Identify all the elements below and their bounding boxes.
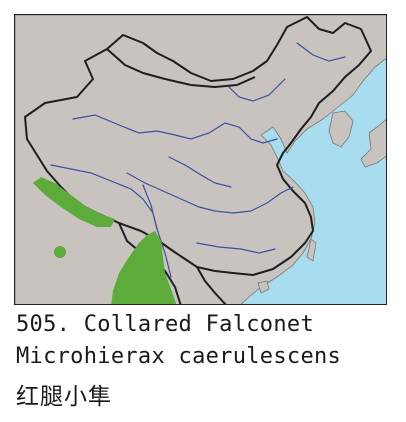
river-southwest [142, 184, 172, 278]
river-central [168, 156, 232, 188]
internal-border-southeast [196, 266, 227, 304]
korean-peninsula [328, 110, 354, 148]
species-title: 505. Collared Falconet [16, 312, 314, 337]
range-dot-west [54, 246, 66, 258]
internal-border-north [106, 48, 256, 88]
river-north [228, 78, 286, 102]
river-west [50, 164, 158, 230]
range-himalaya [33, 177, 115, 227]
surrounding-land [15, 15, 386, 304]
species-latin-name: Microhierax caerulescens [16, 344, 342, 369]
hainan-island [257, 280, 270, 294]
river-northeast [296, 42, 346, 62]
map-canvas [15, 15, 386, 304]
species-chinese-name: 红腿小隼 [16, 384, 112, 410]
river-yangtze [126, 172, 294, 214]
range-map [14, 14, 387, 305]
river-south [196, 242, 276, 254]
japan-islands [360, 119, 386, 168]
range-southeast-asia [111, 231, 177, 304]
river-yellow [72, 114, 278, 144]
taiwan-island [306, 238, 317, 262]
